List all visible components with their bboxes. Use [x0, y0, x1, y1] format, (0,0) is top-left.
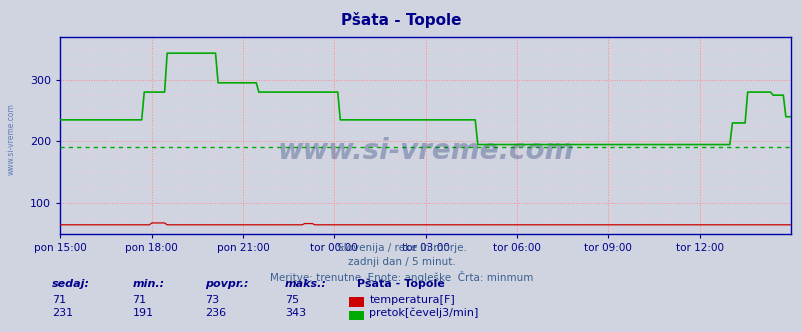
Text: temperatura[F]: temperatura[F]	[369, 295, 455, 305]
Text: 231: 231	[52, 308, 73, 318]
Text: 236: 236	[205, 308, 225, 318]
Text: Pšata - Topole: Pšata - Topole	[341, 12, 461, 28]
Text: Meritve: trenutne  Enote: angleške  Črta: minmum: Meritve: trenutne Enote: angleške Črta: …	[269, 271, 533, 283]
Text: 73: 73	[205, 295, 219, 305]
Text: pretok[čevelj3/min]: pretok[čevelj3/min]	[369, 307, 478, 318]
Text: 191: 191	[132, 308, 153, 318]
Text: 71: 71	[52, 295, 67, 305]
Text: min.:: min.:	[132, 279, 164, 289]
Text: www.si-vreme.com: www.si-vreme.com	[277, 137, 573, 165]
Text: Slovenija / reke in morje.: Slovenija / reke in morje.	[336, 243, 466, 253]
Text: www.si-vreme.com: www.si-vreme.com	[6, 104, 15, 175]
Text: povpr.:: povpr.:	[205, 279, 248, 289]
Text: zadnji dan / 5 minut.: zadnji dan / 5 minut.	[347, 257, 455, 267]
Text: maks.:: maks.:	[285, 279, 326, 289]
Text: 71: 71	[132, 295, 147, 305]
Text: 75: 75	[285, 295, 299, 305]
Text: 343: 343	[285, 308, 306, 318]
Text: sedaj:: sedaj:	[52, 279, 90, 289]
Text: Pšata - Topole: Pšata - Topole	[357, 279, 444, 289]
